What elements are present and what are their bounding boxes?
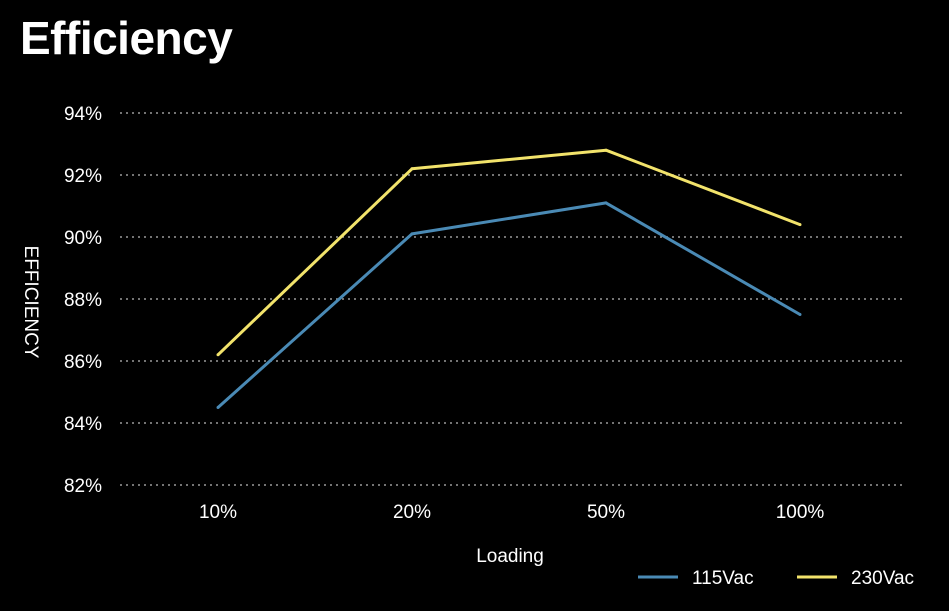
- y-tick-label: 88%: [64, 290, 102, 311]
- data-point: [604, 201, 608, 205]
- legend-label: 230Vac: [851, 568, 914, 589]
- data-point: [604, 148, 608, 152]
- data-series: [216, 148, 802, 409]
- chart-title: Efficiency: [20, 12, 233, 64]
- y-tick-label: 94%: [64, 104, 102, 125]
- y-tick-label: 84%: [64, 414, 102, 435]
- x-tick-label: 10%: [199, 502, 237, 523]
- series-line-230vac: [216, 148, 801, 356]
- data-point: [798, 223, 802, 227]
- x-tick-label: 50%: [587, 502, 625, 523]
- legend-label: 115Vac: [692, 568, 754, 589]
- x-tick-label: 20%: [393, 502, 431, 523]
- x-axis-label: Loading: [476, 546, 544, 567]
- data-point: [216, 353, 220, 357]
- y-tick-label: 82%: [64, 476, 102, 497]
- series-line-115vac: [216, 201, 801, 409]
- y-axis-ticks: 82% 84% 86% 88% 90% 92% 94%: [64, 104, 102, 497]
- data-point: [410, 167, 414, 171]
- legend: 115Vac 230Vac: [638, 568, 914, 589]
- data-point: [798, 313, 802, 316]
- y-tick-label: 92%: [64, 166, 102, 187]
- gridlines: [120, 112, 902, 486]
- y-axis-label: EFFICIENCY: [20, 246, 41, 359]
- data-point: [216, 406, 220, 409]
- data-point: [410, 232, 414, 236]
- y-tick-label: 86%: [64, 352, 102, 373]
- x-tick-label: 100%: [776, 502, 825, 523]
- x-axis-ticks: 10% 20% 50% 100%: [199, 502, 824, 523]
- y-tick-label: 90%: [64, 228, 102, 249]
